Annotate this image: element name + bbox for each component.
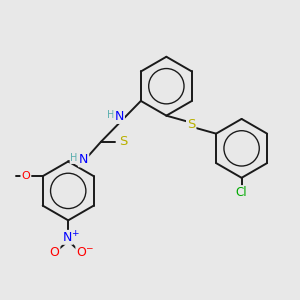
- Text: −: −: [85, 244, 92, 253]
- Text: N: N: [63, 231, 72, 244]
- Text: S: S: [187, 118, 195, 131]
- Text: N: N: [115, 110, 124, 123]
- Text: H: H: [70, 153, 78, 163]
- Text: +: +: [71, 229, 78, 238]
- Text: O: O: [50, 246, 59, 259]
- Text: O: O: [76, 246, 86, 259]
- Text: N: N: [79, 153, 88, 166]
- Text: Cl: Cl: [236, 186, 248, 199]
- Text: O: O: [21, 171, 30, 181]
- Text: H: H: [107, 110, 114, 120]
- Text: S: S: [119, 135, 127, 148]
